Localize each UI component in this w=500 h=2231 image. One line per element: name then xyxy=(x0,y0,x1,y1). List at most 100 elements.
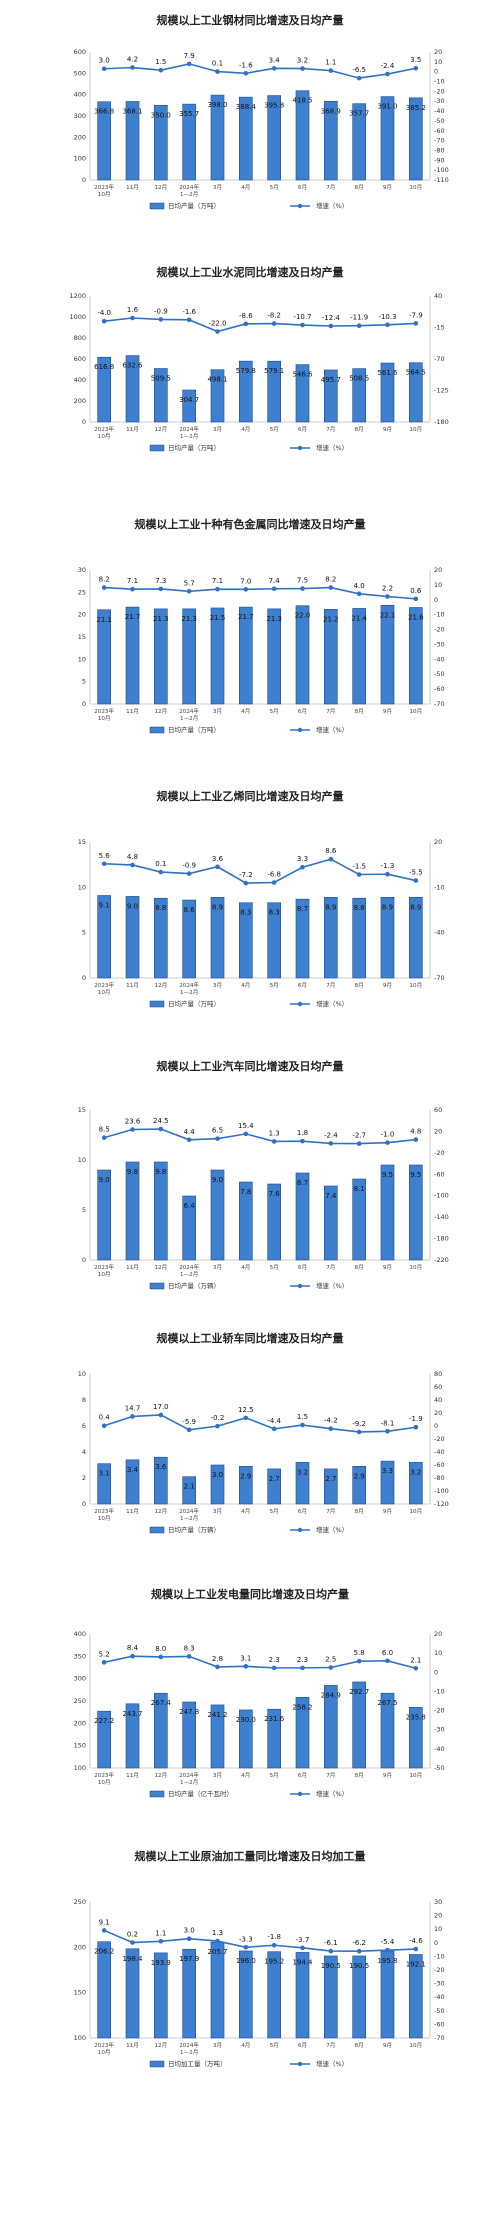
bar-label: 247.8 xyxy=(179,1708,199,1716)
category-label: 6月 xyxy=(298,184,307,191)
bar-label: 243.7 xyxy=(122,1710,142,1718)
bar xyxy=(295,364,310,423)
left-tick-label: 400 xyxy=(74,376,86,384)
legend-line-marker xyxy=(297,1527,303,1533)
growth-point xyxy=(385,871,390,877)
bar xyxy=(210,369,225,423)
growth-point xyxy=(186,588,192,594)
growth-label: 2.8 xyxy=(212,1655,223,1663)
bar-label: 2.7 xyxy=(325,1475,336,1483)
growth-point xyxy=(356,1141,362,1146)
growth-label: 7.1 xyxy=(212,577,223,585)
growth-point xyxy=(130,1127,135,1132)
right-tick-label: -30 xyxy=(434,1726,445,1734)
category-label: 2024年 1—2月 xyxy=(179,1263,199,1278)
growth-point xyxy=(356,872,362,877)
bar-label: 2.1 xyxy=(184,1483,195,1491)
bar xyxy=(97,101,111,181)
growth-point xyxy=(385,71,390,77)
growth-point xyxy=(158,586,164,592)
bar-label: 195.2 xyxy=(264,1958,284,1966)
left-tick-label: 500 xyxy=(74,69,86,77)
right-tick-label: -70 xyxy=(434,700,445,708)
growth-point xyxy=(328,1948,334,1954)
bar-label: 368.9 xyxy=(321,107,341,115)
growth-point xyxy=(101,1928,107,1933)
right-tick-label: -30 xyxy=(434,1980,445,1988)
left-tick-label: 250 xyxy=(74,1697,86,1705)
growth-label: 3.0 xyxy=(99,57,110,65)
bar xyxy=(352,368,366,423)
growth-point xyxy=(101,66,107,72)
bar-label: 6.4 xyxy=(184,1202,196,1210)
category-label: 11月 xyxy=(126,708,139,715)
category-label: 5月 xyxy=(270,982,279,989)
bar-label: 231.6 xyxy=(264,1715,285,1723)
bar xyxy=(210,897,225,979)
bar xyxy=(182,389,196,423)
bar xyxy=(380,362,395,423)
growth-point xyxy=(413,65,419,71)
legend-line-marker xyxy=(297,203,303,209)
growth-line xyxy=(104,63,416,79)
category-label: 7月 xyxy=(326,982,335,989)
right-tick-label: -20 xyxy=(434,1149,445,1157)
right-tick-label: 20 xyxy=(434,1630,442,1638)
growth-label: -3.7 xyxy=(296,1936,310,1944)
bar xyxy=(182,899,196,979)
bar-label: 2.9 xyxy=(240,1472,251,1480)
right-tick-label: -50 xyxy=(434,670,445,678)
right-tick-label: -70 xyxy=(434,137,445,145)
growth-label: 4.2 xyxy=(127,56,138,64)
right-tick-label: -220 xyxy=(434,1256,449,1264)
category-label: 5月 xyxy=(270,426,279,433)
bar-label: 388.4 xyxy=(236,103,257,111)
bar xyxy=(324,369,338,423)
growth-label: -4.0 xyxy=(97,309,111,317)
bar-label: 2.7 xyxy=(269,1475,280,1483)
growth-point xyxy=(356,591,362,597)
chart-panel-8: 规模以上工业原油加工量同比增速及日均加工量 100 150 200 250 30 20 10 0… xyxy=(0,1836,500,2096)
bar xyxy=(409,1164,423,1261)
growth-label: 4.8 xyxy=(127,853,138,861)
growth-point xyxy=(356,323,362,329)
bar xyxy=(295,90,310,181)
left-tick-label: 20 xyxy=(78,611,86,619)
right-tick-label: -110 xyxy=(434,176,449,184)
legend-line-label: 增速（%） xyxy=(316,999,348,1008)
category-label: 3月 xyxy=(213,1508,222,1515)
growth-point xyxy=(130,586,135,592)
growth-point xyxy=(300,1665,305,1671)
growth-point xyxy=(130,315,135,321)
growth-label: -2.7 xyxy=(352,1132,366,1140)
category-label: 11月 xyxy=(126,982,139,989)
growth-point xyxy=(328,1141,334,1146)
left-tick-label: 8 xyxy=(82,1396,86,1404)
bar xyxy=(154,608,168,705)
right-tick-label: 40 xyxy=(434,1396,442,1404)
right-tick-label: 20 xyxy=(434,566,442,574)
right-tick-label: -10 xyxy=(434,1687,445,1695)
bar xyxy=(125,355,140,423)
left-tick-label: 800 xyxy=(74,334,86,342)
bar xyxy=(97,609,111,705)
right-tick-label: -20 xyxy=(434,1707,445,1715)
growth-point xyxy=(186,1936,192,1942)
growth-point xyxy=(243,321,249,327)
growth-label: 5.7 xyxy=(184,579,195,587)
growth-point xyxy=(243,587,249,592)
growth-label: -1.0 xyxy=(381,1131,395,1139)
growth-label: 8.3 xyxy=(184,1644,195,1652)
category-label: 6月 xyxy=(298,982,307,989)
bar-label: 8.9 xyxy=(212,903,223,911)
growth-point xyxy=(385,322,390,328)
category-label: 10月 xyxy=(409,982,422,989)
category-label: 2024年 1—2月 xyxy=(179,183,199,198)
right-tick-label: -50 xyxy=(434,2007,445,2015)
category-label: 8月 xyxy=(355,982,364,989)
legend-bar-label: 日均产量（亿千瓦时） xyxy=(168,1789,233,1798)
bar xyxy=(267,1183,281,1261)
bar xyxy=(352,1466,366,1505)
growth-label: -5.9 xyxy=(182,1418,196,1426)
